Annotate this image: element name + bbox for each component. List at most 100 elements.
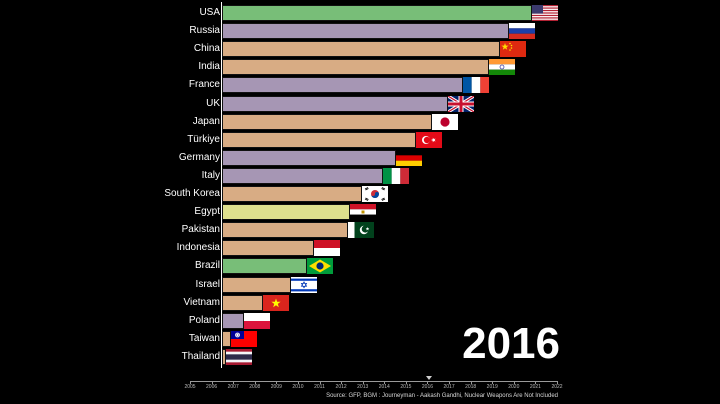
country-label: Germany xyxy=(178,151,220,163)
flag-germany-icon xyxy=(396,149,423,166)
timeline-tick-label: 2016 xyxy=(421,384,434,390)
timeline-tick-label: 2017 xyxy=(443,384,455,390)
country-label: UK xyxy=(206,97,220,109)
flag-pakistan-icon xyxy=(347,222,374,239)
timeline-tick xyxy=(405,381,407,384)
timeline-tick-label: 2006 xyxy=(206,384,218,390)
timeline-tick xyxy=(211,381,213,384)
flag-india-icon xyxy=(488,59,515,76)
timeline-tick-label: 2013 xyxy=(357,384,369,390)
flag-turkiye-icon xyxy=(416,131,443,148)
flag-israel-icon xyxy=(291,276,318,293)
bar xyxy=(222,5,532,21)
flag-uk-icon xyxy=(447,95,474,112)
bar xyxy=(222,240,315,257)
timeline-tick-label: 2018 xyxy=(465,384,477,390)
timeline-tick xyxy=(297,381,299,384)
flag-thailand-icon xyxy=(225,348,252,365)
bar xyxy=(222,113,433,130)
country-label: Poland xyxy=(188,314,220,326)
country-label: China xyxy=(193,43,220,55)
country-label: USA xyxy=(199,7,220,18)
timeline-tick-label: 2008 xyxy=(249,384,261,390)
bar xyxy=(222,258,307,275)
flag-south-korea-icon xyxy=(362,186,389,202)
country-label: South Korea xyxy=(164,188,220,199)
country-label: Japan xyxy=(192,115,220,127)
country-label: Brazil xyxy=(194,260,220,272)
flag-italy-icon xyxy=(383,167,410,184)
country-label: Thailand xyxy=(181,350,220,362)
timeline-tick xyxy=(233,381,235,384)
timeline-tick-label: 2022 xyxy=(551,384,563,390)
country-label: Vietnam xyxy=(183,296,220,308)
country-label: Israel xyxy=(195,278,220,290)
timeline-tick xyxy=(557,381,558,384)
bar xyxy=(222,95,448,112)
timeline-tick-label: 2012 xyxy=(335,384,347,390)
timeline-tick xyxy=(319,381,321,384)
bar xyxy=(222,41,501,58)
flag-egypt-icon xyxy=(350,204,377,221)
timeline-tick-label: 2015 xyxy=(400,384,412,390)
bar xyxy=(222,186,363,202)
flag-taiwan-icon xyxy=(231,330,258,347)
bar xyxy=(222,23,509,40)
flag-japan-icon xyxy=(432,113,459,130)
timeline-tick xyxy=(384,381,386,384)
bar xyxy=(222,77,463,94)
timeline-tick xyxy=(535,381,537,384)
country-label: Taiwan xyxy=(188,332,220,344)
country-label: India xyxy=(198,61,220,73)
flag-vietnam-icon xyxy=(262,294,289,311)
bar xyxy=(222,276,292,293)
country-label: Italy xyxy=(201,169,220,181)
country-label: Indonesia xyxy=(176,242,220,254)
source-note: Source: GFP, BGM : Journeyman - Aakash G… xyxy=(326,393,558,399)
timeline-tick-label: 2005 xyxy=(184,384,196,390)
flag-indonesia-icon xyxy=(314,240,341,257)
bar xyxy=(222,149,397,166)
timeline-tick xyxy=(427,381,429,384)
country-label: Türkiye xyxy=(187,133,220,145)
timeline-marker xyxy=(426,376,433,380)
timeline-tick xyxy=(362,381,364,384)
timeline-tick xyxy=(341,381,343,384)
timeline-tick xyxy=(254,381,256,384)
flag-poland-icon xyxy=(244,312,270,329)
bar xyxy=(222,330,232,347)
bar xyxy=(222,294,263,311)
bar xyxy=(222,167,384,184)
flag-brazil-icon xyxy=(306,258,333,275)
timeline-tick xyxy=(449,381,451,384)
timeline-tick xyxy=(190,381,191,384)
bar xyxy=(222,131,417,148)
timeline-tick-label: 2014 xyxy=(378,384,390,390)
timeline-tick xyxy=(492,381,494,384)
timeline-tick xyxy=(470,381,472,384)
timeline-tick-label: 2021 xyxy=(529,384,541,390)
timeline-axis xyxy=(190,381,558,382)
timeline-tick-label: 2011 xyxy=(314,384,325,390)
bar xyxy=(222,312,244,329)
timeline-tick xyxy=(276,381,278,384)
bar xyxy=(222,59,489,76)
flag-france-icon xyxy=(462,77,489,94)
bar xyxy=(222,222,348,239)
timeline-tick-label: 2020 xyxy=(508,384,520,390)
timeline-tick-label: 2009 xyxy=(270,384,282,390)
flag-usa-icon xyxy=(532,5,558,21)
country-label: Egypt xyxy=(194,206,220,218)
country-label: Pakistan xyxy=(181,224,220,236)
country-label: Russia xyxy=(189,25,220,37)
timeline-tick xyxy=(513,381,515,384)
year-label: 2016 xyxy=(462,319,560,368)
timeline-tick-label: 2019 xyxy=(486,384,498,390)
timeline-tick-label: 2010 xyxy=(292,384,304,390)
flag-china-icon xyxy=(500,41,527,58)
flag-russia-icon xyxy=(508,23,535,40)
bar xyxy=(222,348,226,365)
y-axis-line xyxy=(221,2,222,368)
timeline-tick-label: 2007 xyxy=(227,384,239,390)
